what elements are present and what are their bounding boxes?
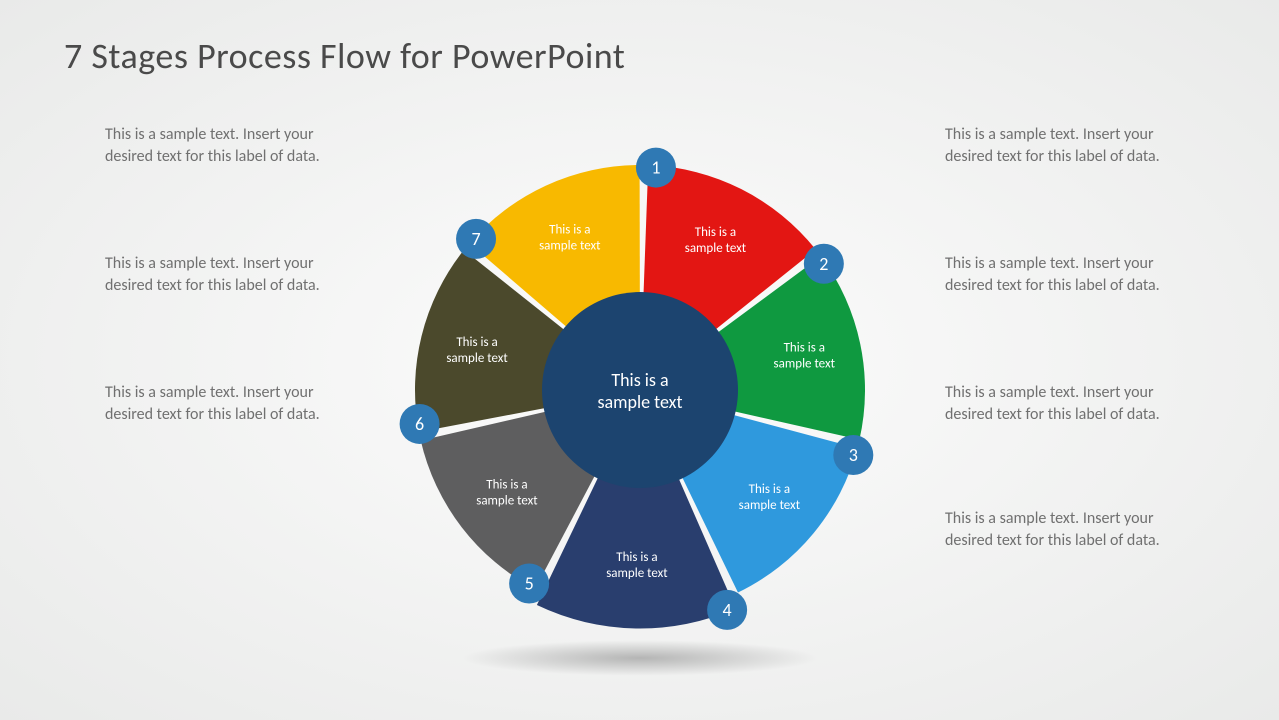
desc-right-3: This is a sample text. Insert your desir…	[945, 508, 1175, 551]
badge-number-1: 1	[651, 157, 660, 179]
desc-left-0: This is a sample text. Insert your desir…	[105, 124, 335, 167]
badge-number-6: 6	[415, 413, 424, 435]
desc-left-2: This is a sample text. Insert your desir…	[105, 382, 335, 425]
desc-left-1: This is a sample text. Insert your desir…	[105, 253, 335, 296]
stages-chart: This is asample textThis is asample text…	[390, 140, 890, 640]
badge-number-7: 7	[471, 228, 480, 250]
badge-number-2: 2	[819, 253, 828, 275]
badge-number-4: 4	[722, 599, 731, 621]
page-title: 7 Stages Process Flow for PowerPoint	[64, 34, 625, 78]
badge-number-5: 5	[524, 572, 533, 594]
desc-right-1: This is a sample text. Insert your desir…	[945, 253, 1175, 296]
chart-shadow	[460, 640, 820, 676]
desc-right-2: This is a sample text. Insert your desir…	[945, 382, 1175, 425]
desc-right-0: This is a sample text. Insert your desir…	[945, 124, 1175, 167]
badge-number-3: 3	[848, 444, 857, 466]
